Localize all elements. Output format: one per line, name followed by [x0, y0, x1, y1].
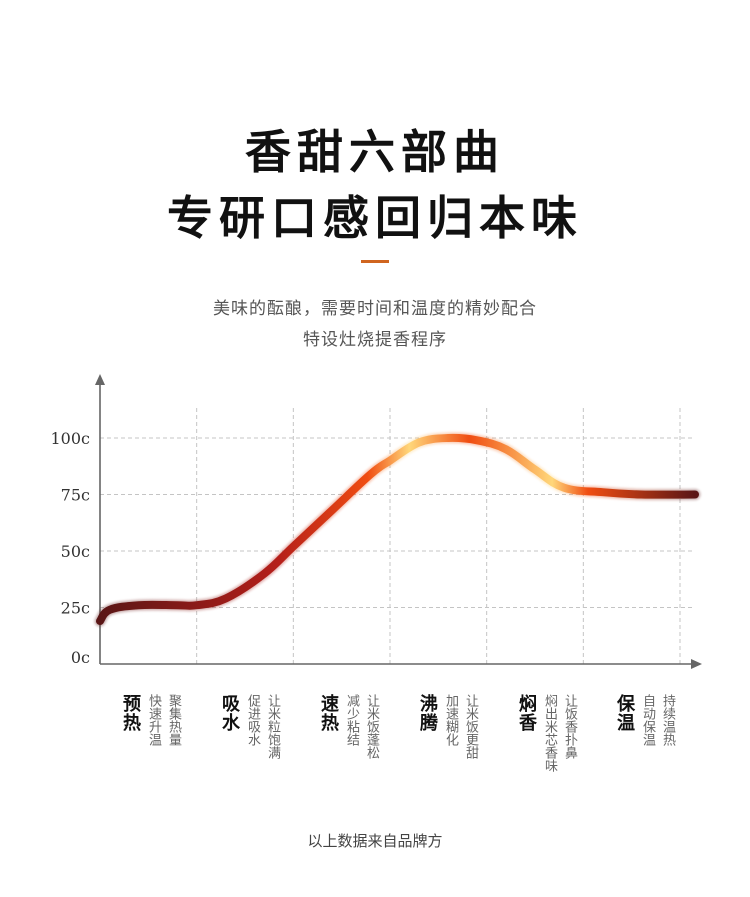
stage-name: 保温: [614, 694, 635, 732]
y-axis-arrow: [95, 374, 105, 385]
title-line-2: 专研口感回归本味: [167, 191, 583, 245]
stage-desc-1: 促进吸水: [245, 694, 260, 746]
stage-name: 速热: [318, 694, 339, 732]
stage-desc-2: 让饭香扑鼻: [562, 694, 577, 759]
chart-axes: [95, 374, 702, 669]
subtitle-line-1: 美味的酝酿，需要时间和温度的精妙配合: [213, 299, 537, 319]
stage-4: 沸腾 加速糊化 让米饭更甜: [417, 694, 478, 759]
temperature-curve-glow: [94, 432, 701, 627]
y-tick-label: 0c: [71, 648, 90, 667]
stage-3: 速热 减少粘结 让米饭蓬松: [318, 694, 379, 759]
stage-desc-1: 加速糊化: [443, 694, 458, 746]
stage-desc-2: 让米粒饱满: [265, 694, 280, 759]
stage-desc-1: 减少粘结: [344, 694, 359, 746]
stage-desc-2: 持续温热: [660, 694, 675, 746]
y-tick-label: 75c: [61, 486, 90, 505]
stage-desc-1: 自动保温: [640, 694, 655, 746]
chart-grid: [100, 408, 692, 664]
footer-note: 以上数据来自品牌方: [307, 832, 443, 850]
y-tick-label: 100c: [51, 429, 91, 448]
stage-name: 吸水: [219, 694, 240, 732]
title-line-1: 香甜六部曲: [245, 125, 505, 179]
y-tick-label: 50c: [61, 542, 90, 561]
y-tick-labels: 0c 25c 50c 75c 100c: [51, 429, 91, 667]
stage-2: 吸水 促进吸水 让米粒饱满: [219, 694, 280, 759]
stage-5: 焖香 焖出米芯香味 让饭香扑鼻: [516, 694, 577, 772]
stage-desc-2: 让米饭更甜: [463, 694, 478, 759]
stage-6: 保温 自动保温 持续温热: [614, 694, 675, 746]
accent-divider: [361, 260, 389, 263]
temperature-curve-layer: [94, 432, 701, 627]
y-tick-label: 25c: [61, 599, 90, 618]
stage-desc-2: 聚集热量: [166, 694, 181, 746]
subtitle-line-2: 特设灶烧提香程序: [303, 330, 447, 350]
stage-name: 沸腾: [417, 694, 438, 732]
stage-desc-1: 快速升温: [146, 694, 161, 746]
stage-desc-2: 让米饭蓬松: [364, 694, 379, 759]
stage-name: 预热: [120, 694, 141, 732]
temperature-curve: [96, 433, 699, 626]
x-axis-arrow: [691, 659, 702, 669]
stage-name: 焖香: [516, 694, 537, 732]
stage-1: 预热 快速升温 聚集热量: [120, 694, 181, 746]
stage-desc-1: 焖出米芯香味: [542, 694, 557, 772]
